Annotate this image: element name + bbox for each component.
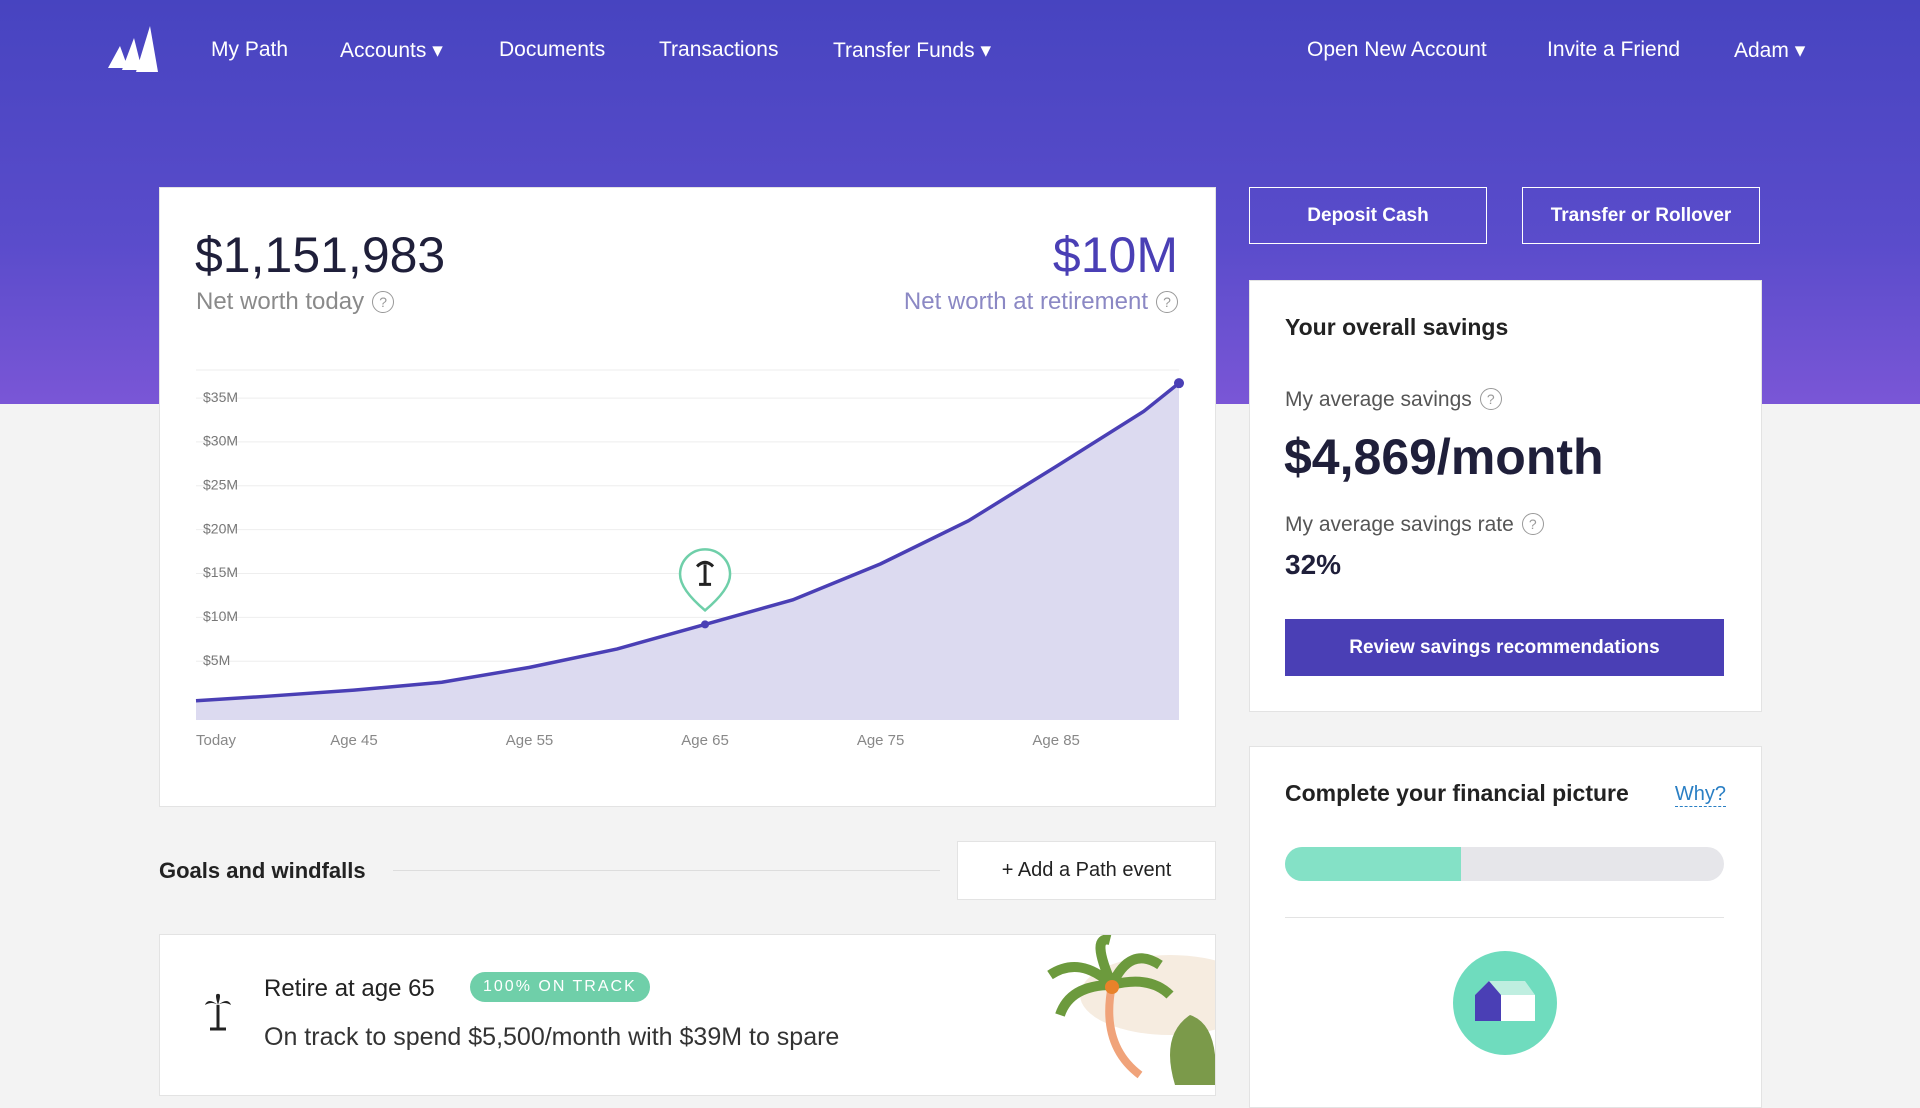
help-icon[interactable]: ? bbox=[1156, 291, 1178, 313]
card-title: Complete your financial picture bbox=[1285, 780, 1629, 806]
review-button[interactable]: Review savings recommendations bbox=[1285, 619, 1724, 676]
x-tick-label: Age 75 bbox=[857, 732, 905, 749]
chart: $5M $10M $15M $20M $25M $30M $35M Today Age 45 Ag… bbox=[195, 369, 1184, 749]
house-icon bbox=[1453, 951, 1557, 1055]
x-tick-label: Age 85 bbox=[1032, 732, 1080, 749]
marker-dot bbox=[701, 620, 710, 629]
progress-fill bbox=[1285, 847, 1461, 881]
help-icon[interactable]: ? bbox=[1479, 388, 1502, 410]
y-tick-label: $5M bbox=[203, 652, 230, 668]
x-tick-label: Age 65 bbox=[681, 732, 729, 749]
help-icon[interactable]: ? bbox=[1521, 513, 1544, 535]
nav-text: Transfer Funds bbox=[833, 39, 975, 62]
y-tick-label: $30M bbox=[203, 433, 238, 449]
nav-item[interactable]: Documents bbox=[499, 38, 606, 61]
y-tick-label: $25M bbox=[203, 476, 238, 492]
add-event-button[interactable]: + Add a Path event bbox=[957, 841, 1216, 900]
nav-item[interactable]: Transfer Funds ▾ bbox=[833, 39, 991, 62]
deposit-button[interactable]: Deposit Cash bbox=[1249, 187, 1487, 244]
nav-text: Adam bbox=[1734, 39, 1789, 62]
nav-item[interactable]: Accounts ▾ bbox=[340, 39, 443, 62]
label: My average savings rate? bbox=[1285, 513, 1544, 537]
y-tick-label: $15M bbox=[203, 564, 238, 580]
y-tick-label: $35M bbox=[203, 389, 238, 405]
x-tick-label: Today bbox=[196, 732, 237, 749]
divider bbox=[393, 870, 940, 871]
nav-item[interactable]: Adam ▾ bbox=[1734, 39, 1806, 62]
transfer-button[interactable]: Transfer or Rollover bbox=[1522, 187, 1760, 244]
nav-item[interactable]: Invite a Friend bbox=[1547, 38, 1681, 61]
area bbox=[196, 383, 1179, 720]
end-point bbox=[1174, 378, 1184, 389]
financial-card: Complete your financial picture Why? bbox=[1249, 746, 1762, 1108]
label-text: Net worth today bbox=[196, 288, 365, 315]
nav-item[interactable]: Transactions bbox=[659, 38, 779, 61]
networth-retirement: $10M bbox=[1052, 227, 1178, 283]
label-text: Net worth at retirement bbox=[903, 288, 1148, 315]
divider bbox=[1285, 917, 1724, 918]
palm-icon bbox=[205, 993, 231, 1031]
y-tick-label: $10M bbox=[203, 608, 238, 624]
goal-title: Retire at age 65 bbox=[264, 975, 435, 1002]
y-tick-label: $20M bbox=[203, 520, 238, 536]
help-icon[interactable]: ? bbox=[372, 291, 395, 313]
savings-rate: 32% bbox=[1285, 549, 1342, 580]
label-text: My average savings rate bbox=[1285, 513, 1514, 536]
card-title: Your overall savings bbox=[1285, 314, 1509, 340]
goal-card: Retire at age 65 100% ON TRACK On track … bbox=[159, 934, 1216, 1096]
section-title: Goals and windfalls bbox=[159, 858, 366, 883]
label-text: My average savings bbox=[1285, 388, 1472, 411]
x-tick-label: Age 45 bbox=[330, 732, 378, 749]
avg-savings: $4,869/month bbox=[1284, 429, 1604, 485]
goal-description: On track to spend $5,500/month with $39M… bbox=[264, 1023, 840, 1051]
label: Net worth today? bbox=[196, 288, 395, 316]
pin-palm bbox=[695, 560, 715, 586]
status-badge: 100% ON TRACK bbox=[470, 972, 650, 1002]
why-link[interactable]: Why? bbox=[1674, 783, 1726, 807]
nav-item[interactable]: Open New Account bbox=[1307, 38, 1487, 61]
label: My average savings? bbox=[1285, 388, 1502, 412]
x-tick-label: Age 55 bbox=[506, 732, 554, 749]
progress-track bbox=[1285, 847, 1724, 881]
label: Net worth at retirement? bbox=[904, 288, 1178, 316]
palm-illustration bbox=[1047, 935, 1215, 1085]
logo[interactable] bbox=[106, 24, 160, 76]
savings-card: Your overall savings My average savings?… bbox=[1249, 280, 1762, 712]
nav-text: Accounts bbox=[340, 39, 427, 62]
nav-item[interactable]: My Path bbox=[211, 38, 289, 61]
networth-today: $1,151,983 bbox=[195, 227, 446, 283]
